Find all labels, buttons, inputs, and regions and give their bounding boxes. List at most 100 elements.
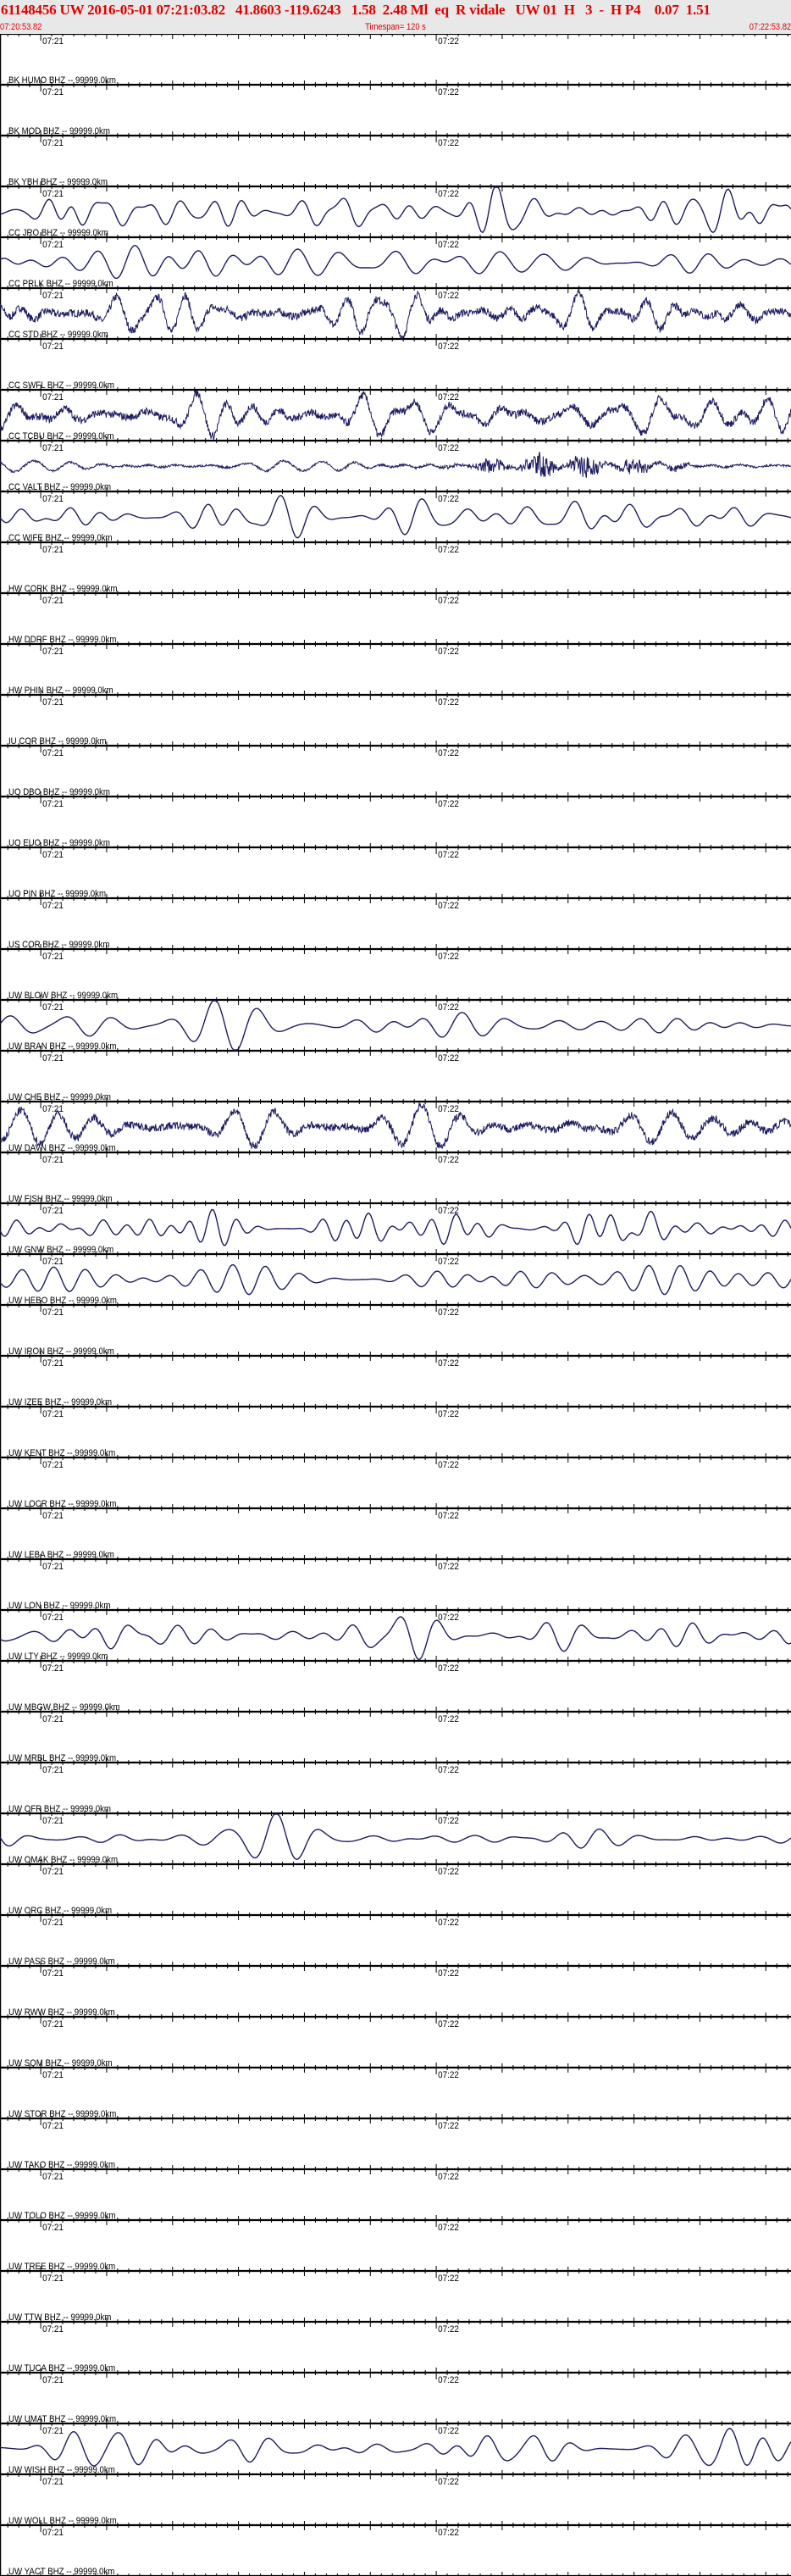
time-tick-label: 07:21 [42,851,64,861]
station-label: UW HEBO BHZ -- 99999.0km [8,1296,117,1307]
time-tick-label: 07:22 [438,800,459,810]
station-label: UW LOCR BHZ -- 99999.0km [8,1500,116,1510]
time-tick-label: 07:22 [438,2173,459,2183]
time-tick-label: 07:21 [42,952,64,963]
time-tick-label: 07:21 [42,2274,64,2285]
station-label: CC TCBU BHZ -- 99999.0km [8,432,114,442]
time-tick-label: 07:21 [42,1918,64,1929]
waveform-trace [0,495,791,539]
time-tick-label: 07:21 [42,1308,64,1319]
time-tick-label: 07:21 [42,291,64,302]
time-tick-label: 07:21 [42,393,64,403]
time-tick-label: 07:22 [438,495,459,505]
station-label: CC PRLK BHZ -- 99999.0km [8,280,113,290]
station-label: UW TTW BHZ -- 99999.0km [8,2313,111,2323]
time-tick-label: 07:21 [42,2071,64,2081]
station-label: HW CORK BHZ -- 99999.0km [8,585,118,595]
time-tick-label: 07:21 [42,139,64,149]
time-tick-label: 07:21 [42,2376,64,2386]
time-tick-label: 07:21 [42,241,64,251]
station-label: UW TOLO BHZ -- 99999.0km [8,2212,116,2222]
station-label: UW YACT BHZ -- 99999.0km [8,2568,114,2576]
time-tick-label: 07:21 [42,1969,64,1979]
time-tick-label: 07:21 [42,2325,64,2335]
station-label: US COR BHZ -- 99999.0km [8,941,109,951]
time-tick-label: 07:21 [42,647,64,658]
station-label: UW LTY BHZ -- 99999.0km [8,1652,108,1663]
time-tick-label: 07:21 [42,88,64,98]
time-tick-label: 07:22 [438,1817,459,1827]
waveform-trace [0,451,791,478]
time-tick-label: 07:22 [438,902,459,912]
waveform-trace [0,2428,791,2467]
time-tick-label: 07:21 [42,1105,64,1115]
time-tick-label: 07:22 [438,2071,459,2081]
waveform-trace [0,1263,791,1296]
time-tick-label: 07:21 [42,1257,64,1268]
time-tick-label: 07:21 [42,2478,64,2488]
time-tick-label: 07:22 [438,1054,459,1064]
time-tick-label: 07:22 [438,1918,459,1929]
time-tick-label: 07:22 [438,1003,459,1013]
time-tick-label: 07:22 [438,698,459,708]
time-tick-label: 07:21 [42,1512,64,1522]
time-tick-label: 07:22 [438,1664,459,1674]
waveform-trace [0,1616,791,1661]
waveform-trace [0,389,791,440]
station-label: UW BLOW BHZ -- 99999.0km [8,991,118,1002]
time-tick-label: 07:21 [42,444,64,454]
end-time: 07:22:53.82 [749,22,791,32]
event-title: 61148456 UW 2016-05-01 07:21:03.82 41.86… [1,2,711,18]
station-label: UW WISH BHZ -- 99999.0km [8,2466,115,2476]
time-tick-label: 07:22 [438,1105,459,1115]
time-tick-label: 07:22 [438,2020,459,2030]
station-label: UW BRAN BHZ -- 99999.0km [8,1042,116,1052]
time-tick-label: 07:22 [438,190,459,200]
station-label: UW MRBL BHZ -- 99999.0km [8,1754,116,1764]
station-label: CC VALT BHZ -- 99999.0km [8,483,111,493]
seismogram-panels: 07:21 07:22 07:21 07:22 07:21 07:22 07:21 07:22… [0,34,791,2576]
time-tick-label: 07:22 [438,2122,459,2132]
station-label: BK YBH BHZ -- 99999.0km [8,178,108,188]
station-label: UW IRON BHZ -- 99999.0km [8,1347,114,1357]
event-header: 61148456 UW 2016-05-01 07:21:03.82 41.86… [0,0,791,34]
time-tick-label: 07:22 [438,546,459,556]
station-label: IU COR BHZ -- 99999.0km [8,737,107,747]
waveform-trace [0,289,791,340]
time-tick-label: 07:22 [438,2376,459,2386]
station-label: UW OMAK BHZ -- 99999.0km [8,1856,118,1866]
time-tick-label: 07:21 [42,1207,64,1217]
time-tick-label: 07:22 [438,647,459,658]
time-tick-label: 07:21 [42,190,64,200]
time-tick-label: 07:21 [42,1003,64,1013]
waveform-trace [0,186,791,234]
station-label: UW TUCA BHZ -- 99999.0km [8,2364,115,2374]
time-tick-label: 07:22 [438,444,459,454]
time-tick-label: 07:22 [438,1308,459,1319]
time-tick-label: 07:22 [438,1257,459,1268]
station-label: UW UMAT BHZ -- 99999.0km [8,2415,116,2425]
time-tick-label: 07:21 [42,1664,64,1674]
time-tick-label: 07:22 [438,1969,459,1979]
start-time: 07:20:53.82 [0,22,42,32]
time-tick-label: 07:21 [42,597,64,607]
time-tick-label: 07:22 [438,749,459,759]
station-label: UW FISH BHZ -- 99999.0km [8,1195,113,1205]
station-label: UW LON BHZ -- 99999.0km [8,1602,110,1612]
time-tick-label: 07:22 [438,1563,459,1573]
time-tick-label: 07:22 [438,2274,459,2285]
station-label: HW PHIN BHZ -- 99999.0km [8,686,113,697]
waveform-trace [0,1813,791,1861]
time-tick-label: 07:22 [438,1410,459,1420]
station-label: UO PIN BHZ -- 99999.0km [8,890,106,900]
station-label: UW LEBA BHZ -- 99999.0km [8,1551,114,1561]
station-label: UO EUO BHZ -- 99999.0km [8,839,110,849]
station-label: UW SQM BHZ -- 99999.0km [8,2059,113,2069]
station-label: BK HUMO BHZ -- 99999.0km [8,76,116,86]
time-tick-label: 07:21 [42,1563,64,1573]
time-tick-label: 07:22 [438,1461,459,1471]
time-tick-label: 07:22 [438,2223,459,2234]
station-label: UW GNW BHZ -- 99999.0km [8,1246,113,1256]
station-label: UW OFR BHZ -- 99999.0km [8,1805,111,1815]
station-label: UW ORC BHZ -- 99999.0km [8,1907,112,1917]
